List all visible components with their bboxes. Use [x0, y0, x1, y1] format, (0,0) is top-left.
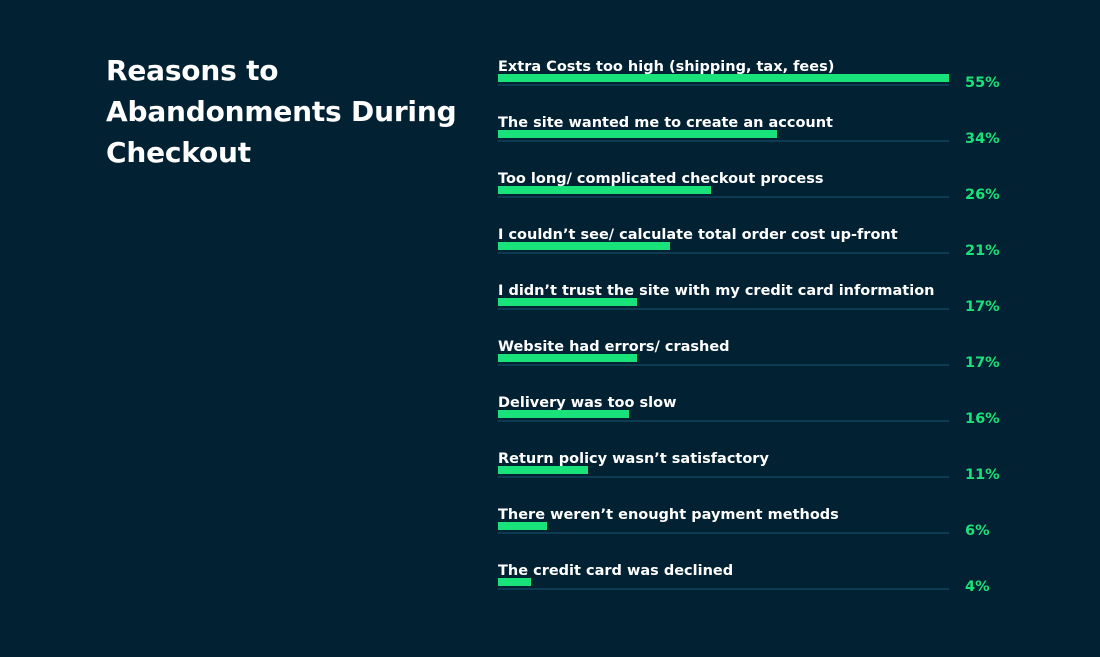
bar-label: Return policy wasn’t satisfactory [498, 451, 769, 467]
bar-label: Delivery was too slow [498, 395, 677, 411]
bar-row: I didn’t trust the site with my credit c… [498, 282, 1000, 322]
bar-row: I couldn’t see/ calculate total order co… [498, 226, 1000, 266]
bar-value-label: 16% [965, 411, 1000, 427]
bar-row: Website had errors/ crashed 17% [498, 338, 1000, 378]
bar-value-label: 34% [965, 131, 1000, 147]
bar [498, 74, 949, 82]
bar-track [498, 476, 949, 478]
bar [498, 130, 777, 138]
bar-row: Return policy wasn’t satisfactory 11% [498, 450, 1000, 490]
bar-label: The credit card was declined [498, 563, 734, 579]
bar-row: Delivery was too slow 16% [498, 394, 1000, 434]
bar [498, 466, 589, 474]
bar-value-label: 55% [965, 75, 1000, 91]
bar-label: Website had errors/ crashed [498, 339, 730, 355]
bar-row: The credit card was declined 4% [498, 562, 998, 602]
bar-track [498, 252, 949, 254]
bar [498, 410, 630, 418]
bar [498, 354, 638, 362]
bar-value-label: 11% [965, 467, 1000, 483]
bar-track [498, 196, 949, 198]
bar-label: Too long/ complicated checkout process [498, 171, 824, 187]
bar-track [498, 588, 949, 590]
bar-value-label: 17% [965, 299, 1000, 315]
bar [498, 242, 671, 250]
bar-value-label: 6% [965, 523, 990, 539]
bar-track [498, 420, 949, 422]
bar-track [498, 140, 949, 142]
bar-track [498, 84, 949, 86]
bar-track [498, 532, 949, 534]
bar-track [498, 308, 949, 310]
bar-row: Extra Costs too high (shipping, tax, fee… [498, 58, 1000, 98]
bar-value-label: 21% [965, 243, 1000, 259]
bar-value-label: 4% [965, 579, 990, 595]
bar-label: I couldn’t see/ calculate total order co… [498, 227, 898, 243]
bar-track [498, 364, 949, 366]
bar-value-label: 26% [965, 187, 1000, 203]
bar-row: There weren’t enought payment methods 6% [498, 506, 998, 546]
bar-row: The site wanted me to create an account 3… [498, 114, 1000, 154]
chart-title: Reasons to Abandonments During Checkout [106, 54, 457, 169]
bar-row: Too long/ complicated checkout process 26… [498, 170, 1000, 210]
bar [498, 298, 638, 306]
bar-label: There weren’t enought payment methods [498, 507, 839, 523]
bar [498, 578, 531, 586]
bar-label: I didn’t trust the site with my credit c… [498, 283, 935, 299]
bar-label: The site wanted me to create an account [498, 115, 833, 131]
bar-value-label: 17% [965, 355, 1000, 371]
bar-label: Extra Costs too high (shipping, tax, fee… [498, 59, 835, 75]
bar [498, 522, 548, 530]
bar [498, 186, 712, 194]
